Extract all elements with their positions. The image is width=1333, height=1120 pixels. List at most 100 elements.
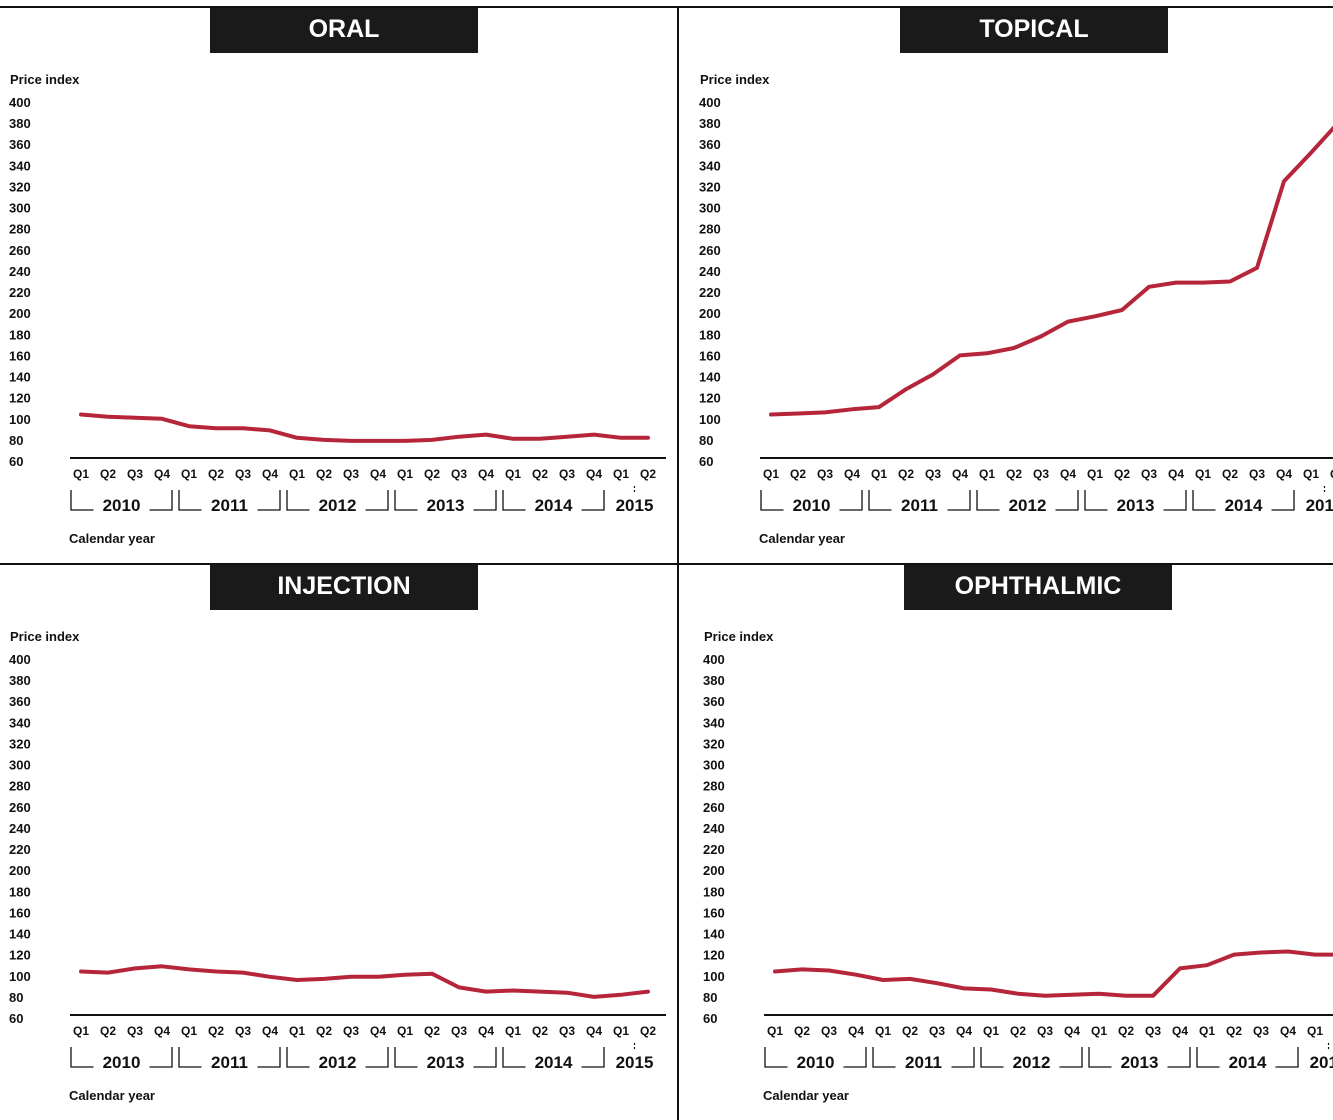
x-tick-label: Q4: [262, 467, 278, 481]
y-tick-label: 200: [9, 306, 31, 321]
y-tick-label: 360: [9, 694, 31, 709]
x-tick-label: Q2: [532, 1024, 548, 1038]
x-tick-label: Q1: [763, 467, 779, 481]
x-tick-label: Q1: [181, 1024, 197, 1038]
x-tick-label: Q1: [289, 1024, 305, 1038]
x-tick-label: Q3: [343, 1024, 359, 1038]
y-tick-label: 360: [699, 137, 721, 152]
y-axis-label: Price index: [10, 629, 80, 644]
year-bracket-left: [872, 1047, 896, 1068]
year-bracket-right: [1163, 490, 1187, 511]
y-tick-label: 340: [9, 158, 31, 173]
x-tick-label: Q3: [127, 1024, 143, 1038]
top-border: [0, 6, 1333, 8]
year-bracket-left: [502, 1047, 526, 1068]
year-label: 2014: [1229, 1053, 1267, 1072]
year-bracket-left: [760, 490, 784, 511]
x-tick-label: Q1: [979, 467, 995, 481]
plot-area: 400 380 360 340 320 300 280 260 240 220 200 180 160 1…: [699, 95, 1333, 515]
x-tick-label: Q4: [1060, 467, 1076, 481]
year-label: 2013: [427, 496, 465, 515]
y-tick-label: 80: [699, 433, 713, 448]
x-tick-label: Q3: [817, 467, 833, 481]
year-bracket-right: [149, 1047, 173, 1068]
x-tick-label: Q2: [1330, 467, 1333, 481]
year-label: 2014: [1225, 496, 1263, 515]
year-bracket-right: [257, 490, 281, 511]
x-tick-label: Q3: [235, 467, 251, 481]
y-tick-label: 220: [703, 842, 725, 857]
x-tick-label: Q2: [532, 467, 548, 481]
year-bracket-right: [257, 1047, 281, 1068]
y-tick-label: 80: [9, 990, 23, 1005]
x-tick-label: Q4: [1276, 467, 1292, 481]
year-bracket-right: [1271, 490, 1295, 511]
chart-injection: INJECTION Price index Calendar year 400 3…: [0, 557, 666, 1117]
year-label: 2010: [103, 496, 141, 515]
x-tick-label: Q1: [505, 1024, 521, 1038]
year-label: 2013: [427, 1053, 465, 1072]
y-tick-label: 240: [703, 821, 725, 836]
y-tick-label: 400: [703, 652, 725, 667]
x-tick-label: Q4: [1172, 1024, 1188, 1038]
year-label: 2011: [211, 496, 248, 515]
y-tick-label: 60: [9, 1011, 23, 1026]
x-tick-label: Q1: [613, 1024, 629, 1038]
x-tick-label: Q1: [767, 1024, 783, 1038]
x-tick-label: Q1: [73, 1024, 89, 1038]
y-tick-label: 300: [703, 758, 725, 773]
x-tick-label: Q2: [100, 1024, 116, 1038]
year-label: 2011: [211, 1053, 248, 1072]
x-tick-label: Q2: [898, 467, 914, 481]
x-tick-label: Q2: [1114, 467, 1130, 481]
x-tick-label: Q2: [208, 1024, 224, 1038]
y-tick-label: 160: [699, 348, 721, 363]
y-tick-label: 80: [9, 433, 23, 448]
year-bracket-left: [178, 1047, 202, 1068]
vertical-divider: [677, 6, 679, 1120]
year-label: 2015: [1306, 496, 1333, 515]
x-tick-label: Q2: [316, 1024, 332, 1038]
year-bracket-right: [581, 490, 605, 511]
y-tick-label: 240: [9, 264, 31, 279]
chart-title: TOPICAL: [900, 8, 1168, 53]
x-tick-label: Q1: [983, 1024, 999, 1038]
y-tick-label: 200: [703, 863, 725, 878]
y-tick-label: 100: [703, 969, 725, 984]
x-tick-label: Q3: [1253, 1024, 1269, 1038]
x-tick-label: Q1: [397, 467, 413, 481]
x-tick-label: Q1: [871, 467, 887, 481]
year-bracket-right: [581, 1047, 605, 1068]
x-tick-label: Q3: [235, 1024, 251, 1038]
year-label: 2012: [319, 1053, 357, 1072]
year-bracket-right: [839, 490, 863, 511]
x-tick-label: Q2: [902, 1024, 918, 1038]
x-tick-label: Q4: [370, 467, 386, 481]
year-bracket-right: [149, 490, 173, 511]
y-tick-label: 360: [9, 137, 31, 152]
x-tick-label: Q1: [1307, 1024, 1323, 1038]
y-tick-label: 260: [703, 800, 725, 815]
x-tick-label: Q1: [397, 1024, 413, 1038]
year-label: 2015: [616, 1053, 654, 1072]
year-bracket-right: [951, 1047, 975, 1068]
y-tick-label: 300: [9, 201, 31, 216]
x-tick-label: Q1: [181, 467, 197, 481]
x-tick-label: Q2: [794, 1024, 810, 1038]
y-tick-label: 180: [699, 327, 721, 342]
year-bracket-right: [1055, 490, 1079, 511]
x-tick-label: Q3: [559, 1024, 575, 1038]
x-tick-label: Q4: [956, 1024, 972, 1038]
x-tick-label: Q1: [289, 467, 305, 481]
y-tick-label: 380: [699, 116, 721, 131]
year-bracket-left: [286, 490, 310, 511]
x-tick-label: Q4: [478, 1024, 494, 1038]
y-tick-label: 300: [9, 758, 31, 773]
x-tick-label: Q4: [844, 467, 860, 481]
y-tick-label: 380: [9, 673, 31, 688]
x-tick-label: Q3: [451, 1024, 467, 1038]
year-bracket-right: [365, 490, 389, 511]
horizontal-divider: [0, 563, 1333, 565]
y-tick-label: 260: [9, 800, 31, 815]
y-tick-label: 100: [699, 412, 721, 427]
